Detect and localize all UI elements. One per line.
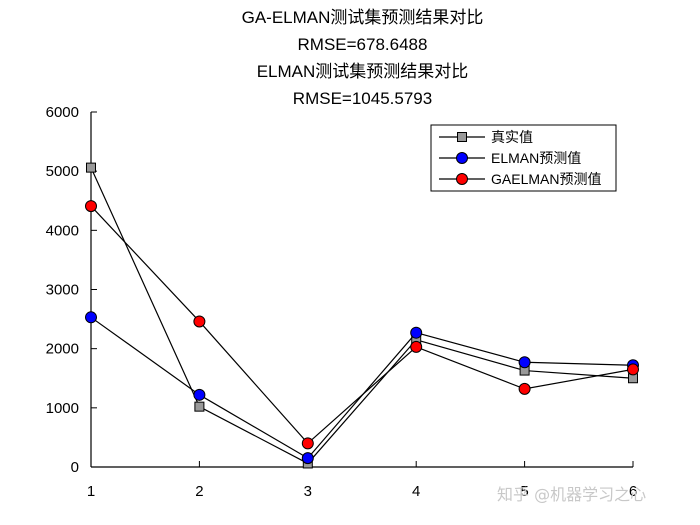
x-tick-label: 2	[195, 483, 203, 500]
data-point	[86, 162, 96, 173]
x-tick-label: 1	[87, 483, 95, 500]
y-tick-label: 6000	[46, 104, 79, 121]
x-tick-label: 5	[520, 483, 528, 500]
title-line-2: RMSE=678.6488	[297, 35, 428, 54]
series-line	[90, 167, 634, 465]
data-point	[410, 340, 423, 353]
legend-label: GAELMAN预测值	[491, 171, 601, 187]
y-tick-label: 1000	[46, 400, 79, 417]
data-point	[85, 200, 97, 213]
data-point	[193, 315, 206, 328]
title-line-3: ELMAN测试集预测结果对比	[256, 62, 469, 81]
data-point	[627, 363, 639, 376]
y-tick-label: 0	[71, 459, 79, 476]
data-point	[410, 326, 423, 339]
chart-titles: GA-ELMAN测试集预测结果对比 RMSE=678.6488 ELMAN测试集…	[0, 4, 700, 112]
title-line-4: RMSE=1045.5793	[292, 89, 433, 108]
data-point	[194, 401, 205, 412]
series-3	[85, 200, 639, 450]
legend: 真实值 ELMAN预测值 GAELMAN预测值	[430, 124, 617, 192]
series-line	[90, 316, 634, 459]
watermark: 知乎 @机器学习之心	[497, 485, 647, 504]
y-tick-label: 4000	[46, 222, 79, 239]
legend-item: 真实值	[439, 129, 533, 145]
legend-label: ELMAN预测值	[491, 150, 581, 166]
y-tick-label: 2000	[46, 341, 79, 358]
y-tick-label: 5000	[46, 163, 79, 180]
data-point	[301, 452, 314, 465]
x-tick-label: 3	[304, 483, 312, 500]
series-1	[86, 162, 638, 469]
data-point	[301, 437, 314, 450]
x-tick-label: 6	[629, 483, 637, 500]
data-point	[518, 356, 531, 369]
legend-marker	[457, 132, 467, 142]
legend-label: 真实值	[491, 129, 533, 145]
axes: 0 1000 2000 3000 4000 5000 6000 1 2 3 4 5 6	[46, 104, 638, 500]
series-2	[85, 311, 639, 465]
x-tick-label: 4	[412, 483, 420, 500]
legend-marker	[456, 173, 468, 185]
series-line	[90, 205, 634, 445]
data-point	[518, 382, 531, 395]
data-point	[85, 311, 97, 324]
legend-marker	[456, 152, 468, 164]
series-layer	[85, 162, 639, 469]
data-point	[193, 388, 206, 401]
legend-item: ELMAN预测值	[439, 150, 581, 166]
title-line-1: GA-ELMAN测试集预测结果对比	[241, 8, 484, 27]
legend-item: GAELMAN预测值	[439, 171, 601, 187]
y-tick-label: 3000	[46, 282, 79, 299]
